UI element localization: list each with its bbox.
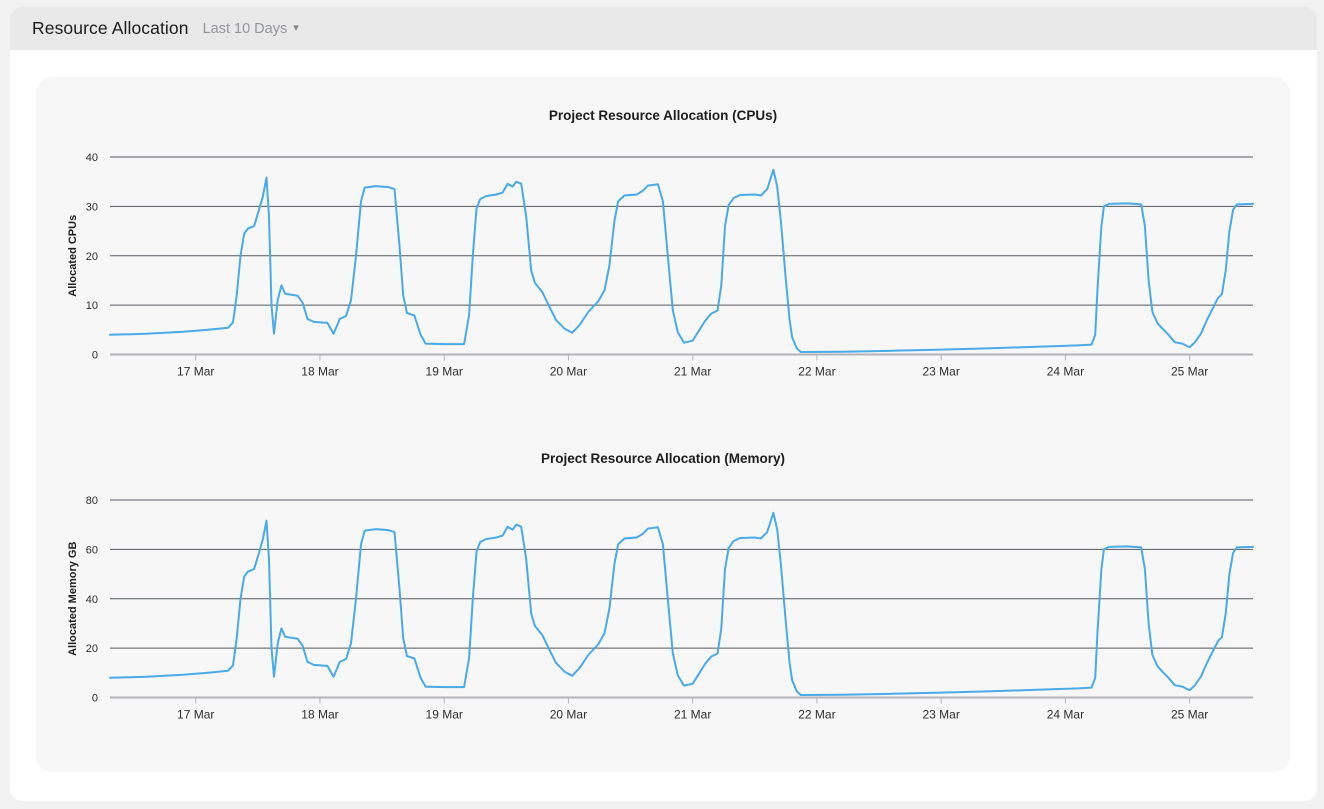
svg-text:19 Mar: 19 Mar (426, 708, 463, 722)
svg-text:24 Mar: 24 Mar (1047, 708, 1084, 722)
svg-text:21 Mar: 21 Mar (674, 708, 711, 722)
svg-text:22 Mar: 22 Mar (798, 708, 835, 722)
svg-text:60: 60 (86, 544, 98, 556)
resource-allocation-panel: Resource Allocation Last 10 Days ▾ Proje… (10, 7, 1317, 801)
svg-text:18 Mar: 18 Mar (301, 365, 338, 379)
charts-card: Project Resource Allocation (CPUs) 0 10 20… (36, 77, 1290, 772)
svg-text:20 Mar: 20 Mar (550, 365, 587, 379)
svg-text:40: 40 (86, 152, 98, 164)
page-title: Resource Allocation (32, 18, 189, 38)
page-header: Resource Allocation Last 10 Days ▾ (10, 7, 1317, 50)
svg-text:17 Mar: 17 Mar (177, 365, 214, 379)
cpu-chart-title: Project Resource Allocation (CPUs) (548, 108, 778, 123)
svg-text:22 Mar: 22 Mar (798, 365, 835, 379)
svg-text:20 Mar: 20 Mar (550, 708, 587, 722)
svg-text:0: 0 (92, 693, 98, 705)
svg-text:10: 10 (86, 300, 98, 312)
memory-chart: 0 20 40 60 80 17 Mar 18 Mar 19 Mar 20 Mar 21 Mar 2… (67, 495, 1254, 722)
svg-text:40: 40 (86, 594, 98, 606)
svg-text:25 Mar: 25 Mar (1171, 708, 1208, 722)
svg-text:21 Mar: 21 Mar (674, 365, 711, 379)
svg-text:23 Mar: 23 Mar (922, 708, 959, 722)
svg-text:18 Mar: 18 Mar (301, 708, 338, 722)
cpu-chart: 0 10 20 30 40 17 Mar 18 Mar 19 Mar 20 Mar 21 Mar 2… (67, 152, 1254, 379)
chevron-down-icon: ▾ (293, 22, 299, 34)
svg-text:20: 20 (86, 643, 98, 655)
svg-text:Allocated Memory GB: Allocated Memory GB (67, 542, 79, 656)
svg-text:25 Mar: 25 Mar (1171, 365, 1208, 379)
svg-text:17 Mar: 17 Mar (177, 708, 214, 722)
svg-text:23 Mar: 23 Mar (922, 365, 959, 379)
svg-text:80: 80 (86, 495, 98, 507)
svg-text:Allocated CPUs: Allocated CPUs (67, 215, 79, 297)
memory-chart-title: Project Resource Allocation (Memory) (540, 451, 786, 466)
svg-text:0: 0 (92, 350, 98, 362)
svg-text:24 Mar: 24 Mar (1047, 365, 1084, 379)
svg-text:20: 20 (86, 251, 98, 263)
date-range-dropdown[interactable]: Last 10 Days ▾ (203, 21, 299, 37)
svg-text:19 Mar: 19 Mar (426, 365, 463, 379)
svg-text:30: 30 (86, 201, 98, 213)
date-range-label: Last 10 Days (202, 20, 288, 37)
